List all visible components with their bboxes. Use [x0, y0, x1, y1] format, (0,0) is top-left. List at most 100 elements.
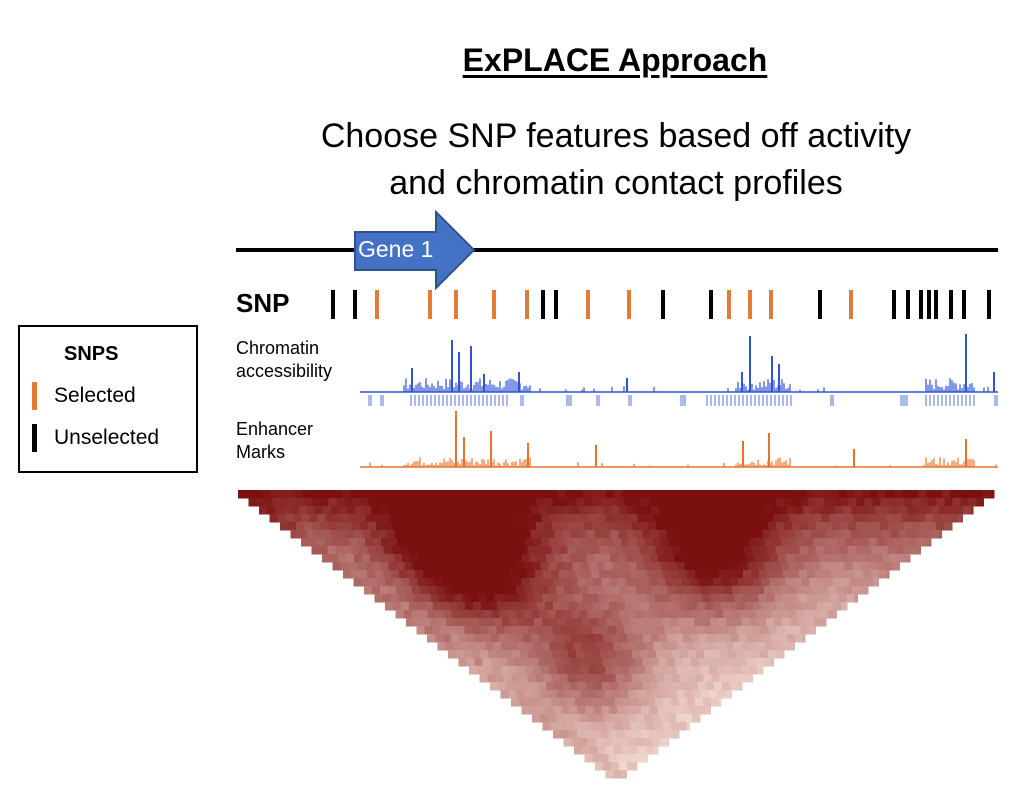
- hic-contact-cell: [538, 682, 547, 691]
- hic-contact-cell: [697, 706, 706, 715]
- hic-contact-cell: [879, 546, 888, 555]
- hic-contact-cell: [701, 642, 710, 651]
- hic-contact-cell: [892, 562, 900, 571]
- hic-contact-cell: [703, 546, 712, 555]
- hic-contact-cell: [650, 530, 659, 539]
- hic-contact-cell: [602, 658, 611, 667]
- hic-contact-cell: [501, 642, 510, 651]
- hic-contact-cell: [592, 522, 601, 531]
- hic-contact-cell: [433, 602, 442, 611]
- hic-contact-cell: [619, 762, 628, 771]
- hic-contact-cell: [825, 578, 834, 587]
- hic-contact-cell: [866, 530, 875, 539]
- hic-contact-cell: [442, 554, 451, 563]
- hic-contact-cell: [696, 650, 705, 659]
- hic-contact-cell: [520, 650, 529, 659]
- hic-contact-cell: [842, 530, 851, 539]
- hic-contact-cell: [623, 546, 632, 555]
- hic-contact-cell: [365, 514, 374, 523]
- hic-contact-cell: [378, 530, 387, 539]
- hic-contact-cell: [835, 506, 844, 515]
- hic-contact-cell: [676, 562, 685, 571]
- subtitle-line-1: Choose SNP features based off activity: [320, 117, 912, 155]
- hic-contact-cell: [538, 530, 547, 539]
- hic-contact-cell: [736, 498, 745, 507]
- hic-contact-cell: [845, 538, 854, 547]
- hic-contact-cell: [723, 506, 732, 515]
- hic-contact-cell: [434, 530, 443, 539]
- gene-label: Gene 1: [358, 236, 434, 262]
- hic-contact-cell: [670, 722, 679, 731]
- hic-contact-cell: [822, 490, 831, 499]
- hic-contact-cell: [605, 642, 614, 651]
- hic-contact-cell: [774, 618, 783, 627]
- hic-contact-cell: [515, 610, 524, 619]
- hic-contact-cell: [781, 514, 790, 523]
- hic-contact-cell: [706, 682, 715, 691]
- hic-contact-cell: [618, 554, 627, 563]
- hic-contact-cell: [542, 490, 551, 499]
- enhancer-label-line-1: Enhancer: [236, 419, 314, 439]
- hic-contact-cell: [741, 538, 750, 547]
- hic-contact-cell: [425, 578, 434, 587]
- hic-contact-cell: [630, 618, 639, 627]
- hic-contact-cell: [604, 562, 613, 571]
- hic-contact-cell: [470, 618, 479, 627]
- hic-contact-cell: [415, 546, 424, 555]
- hic-contact-cell: [485, 514, 494, 523]
- hic-contact-cell: [420, 586, 429, 595]
- hic-contact-cell: [677, 514, 686, 523]
- hic-contact-cell: [406, 490, 415, 499]
- hic-contact-cell: [455, 546, 464, 555]
- hic-contact-cell: [586, 658, 595, 667]
- hic-contact-cell: [738, 682, 743, 691]
- hic-contact-cell: [654, 746, 659, 755]
- hic-contact-cell: [635, 610, 644, 619]
- hic-contact-cell: [649, 578, 658, 587]
- hic-contact-cell: [522, 554, 531, 563]
- hic-contact-cell: [695, 674, 704, 683]
- hic-contact-cell: [426, 530, 435, 539]
- hic-contact-cell: [732, 562, 741, 571]
- hic-contact-cell: [290, 530, 299, 539]
- accessibility-called-peak: [726, 395, 728, 406]
- hic-contact-cell: [632, 522, 641, 531]
- snp-selected-tick: [849, 290, 853, 319]
- hic-contact-cell: [674, 530, 683, 539]
- hic-contact-cell: [577, 706, 586, 715]
- hic-contact-cell: [628, 690, 637, 699]
- hic-contact-cell: [480, 522, 489, 531]
- hic-contact-cell: [717, 666, 726, 675]
- hic-contact-cell: [734, 490, 743, 499]
- hic-contact-cell: [728, 522, 737, 531]
- hic-contact-cell: [769, 602, 778, 611]
- hic-contact-cell: [627, 634, 636, 643]
- hic-contact-cell: [497, 602, 506, 611]
- hic-contact-cell: [698, 682, 707, 691]
- hic-contact-cell: [603, 762, 612, 771]
- hic-contact-cell: [708, 562, 717, 571]
- hic-contact-cell: [403, 506, 412, 515]
- hic-contact-cell: [391, 546, 400, 555]
- hic-contact-cell: [410, 530, 419, 539]
- hic-contact-cell: [836, 586, 845, 595]
- hic-contact-cell: [815, 570, 824, 579]
- hic-contact-cell: [870, 490, 879, 499]
- hic-contact-cell: [599, 570, 608, 579]
- hic-contact-cell: [472, 650, 481, 659]
- hic-contact-cell: [672, 522, 681, 531]
- hic-contact-cell: [679, 546, 688, 555]
- hic-contact-cell: [667, 610, 676, 619]
- hic-contact-cell: [506, 682, 515, 691]
- hic-contact-cell: [826, 554, 835, 563]
- hic-contact-cell: [431, 546, 440, 555]
- hic-contact-cell: [600, 754, 609, 763]
- hic-contact-cell: [454, 490, 463, 499]
- hic-contact-cell: [855, 546, 864, 555]
- hic-contact-cell: [417, 602, 426, 611]
- hic-contact-cell: [795, 634, 804, 643]
- hic-contact-cell: [878, 490, 887, 499]
- hic-contact-cell: [920, 498, 929, 507]
- accessibility-called-peak: [506, 395, 508, 406]
- hic-contact-cell: [720, 626, 729, 635]
